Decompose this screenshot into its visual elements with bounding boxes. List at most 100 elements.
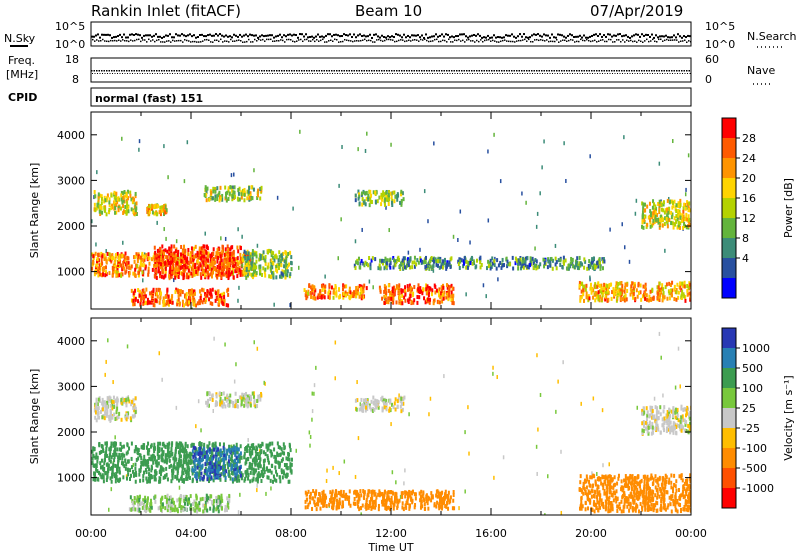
nave-sample — [259, 73, 261, 74]
range-gate-cell — [590, 290, 593, 295]
noise-sample — [235, 34, 237, 37]
range-gate-cell — [222, 391, 225, 396]
range-gate-cell — [128, 265, 131, 270]
search-noise-sample — [568, 39, 570, 42]
range-gate-cell — [231, 266, 234, 271]
nave-sample — [452, 73, 453, 74]
range-gate-cell — [166, 255, 169, 260]
range-gate-cell — [648, 294, 651, 299]
range-gate-cell — [267, 250, 270, 255]
range-gate-cell — [228, 263, 231, 268]
noise-sample — [245, 33, 247, 36]
range-gate-cell — [249, 465, 252, 470]
range-gate-cell — [515, 258, 518, 263]
range-gate-cell — [537, 264, 540, 269]
range-gate-cell — [618, 289, 621, 294]
range-gate-cell — [542, 257, 545, 262]
noise-sample — [157, 35, 159, 38]
range-gate-cell — [170, 251, 173, 256]
freq-sample — [678, 70, 680, 72]
nave-tick-top: 60 — [705, 53, 719, 66]
range-gate-cell — [207, 258, 210, 263]
noise-sample — [153, 34, 155, 37]
range-gate-cell — [267, 458, 270, 463]
noise-panel — [90, 21, 692, 47]
speckle-cell — [555, 409, 557, 414]
range-gate-cell — [129, 190, 132, 195]
noise-sample — [603, 34, 605, 37]
noise-sample — [349, 33, 351, 36]
nave-sample — [637, 73, 638, 74]
range-gate-cell — [168, 251, 171, 256]
range-gate-cell — [204, 294, 207, 299]
noise-sample — [415, 34, 417, 37]
noise-sample — [533, 33, 535, 36]
range-gate-cell — [675, 219, 678, 224]
noise-sample — [197, 36, 199, 39]
search-noise-sample — [246, 40, 248, 43]
range-gate-cell — [641, 213, 644, 218]
speckle-cell — [183, 179, 186, 184]
range-gate-cell — [108, 200, 111, 205]
range-gate-cell — [199, 295, 202, 300]
noise-sample — [133, 33, 135, 36]
range-gate-cell — [619, 294, 622, 299]
noise-sample — [531, 34, 533, 37]
range-gate-cell — [98, 398, 101, 403]
noise-sample — [595, 33, 597, 36]
search-noise-sample — [424, 38, 426, 41]
noise-sample — [111, 36, 113, 39]
search-noise-sample — [126, 40, 128, 42]
range-gate-cell — [119, 206, 122, 211]
search-noise-sample — [368, 39, 370, 42]
range-gate-cell — [143, 454, 146, 459]
noise-sample — [159, 35, 161, 38]
search-noise-sample — [578, 40, 580, 43]
speckle-cell — [237, 510, 240, 515]
freq-sample — [368, 70, 370, 72]
range-gate-cell — [125, 194, 128, 199]
nave-sample — [222, 73, 223, 74]
range-gate-cell — [227, 186, 230, 191]
noise-sample — [597, 34, 599, 37]
search-noise-sample — [392, 39, 394, 41]
range-gate-cell — [284, 275, 287, 280]
speckle-cell — [485, 294, 487, 299]
range-gate-cell — [241, 272, 244, 277]
range-gate-cell — [368, 255, 371, 260]
range-gate-cell — [370, 258, 373, 263]
range-gate-cell — [125, 210, 128, 215]
noise-sample — [601, 35, 603, 38]
range-gate-cell — [128, 273, 131, 278]
range-gate-cell — [114, 210, 117, 215]
search-noise-sample — [470, 40, 472, 42]
range-gate-cell — [653, 202, 656, 207]
nave-sample — [602, 73, 603, 74]
range-gate-cell — [305, 296, 308, 301]
range-gate-cell — [284, 270, 287, 275]
range-gate-cell — [682, 225, 685, 230]
range-gate-cell — [586, 295, 589, 300]
range-gate-cell — [212, 189, 215, 194]
cpid-value: normal (fast) 151 — [95, 92, 203, 105]
speckle-cell — [138, 147, 140, 152]
search-noise-sample — [478, 40, 480, 43]
range-gate-cell — [646, 222, 649, 227]
noise-sample — [221, 34, 223, 37]
range-gate-cell — [145, 253, 148, 258]
noise-sample — [591, 34, 593, 37]
noise-sample — [671, 36, 673, 39]
speckle-cell — [212, 409, 214, 414]
range-gate-cell — [404, 288, 407, 293]
range-gate-cell — [229, 185, 232, 190]
range-gate-cell — [400, 260, 403, 265]
range-gate-cell — [241, 188, 244, 193]
freq-sample — [93, 70, 95, 72]
nave-sample — [582, 73, 583, 74]
range-gate-cell — [189, 299, 192, 304]
range-gate-cell — [256, 195, 259, 200]
range-gate-cell — [161, 205, 164, 210]
nave-sample — [277, 73, 278, 74]
range-gate-cell — [681, 281, 684, 286]
noise-sample — [639, 35, 641, 38]
